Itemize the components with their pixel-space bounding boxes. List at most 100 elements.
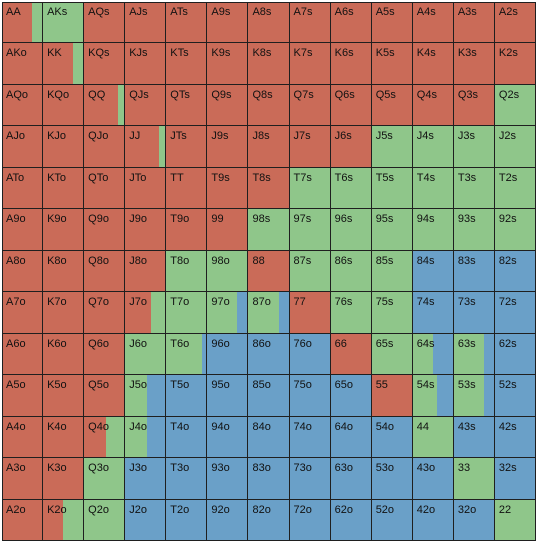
hand-cell[interactable]: J5s — [371, 126, 413, 168]
hand-cell[interactable]: 62s — [494, 333, 536, 376]
hand-cell[interactable]: 54s — [412, 375, 454, 417]
hand-cell[interactable]: J7o — [125, 292, 167, 334]
hand-cell[interactable]: 42s — [494, 416, 536, 459]
hand-cell[interactable]: 92o — [207, 499, 249, 541]
hand-cell[interactable]: 64o — [330, 416, 372, 459]
hand-cell[interactable]: 97o — [207, 292, 249, 334]
hand-cell[interactable]: 86s — [330, 250, 372, 293]
hand-cell[interactable]: T7o — [166, 292, 208, 334]
hand-cell[interactable]: AQs — [84, 2, 126, 44]
hand-cell[interactable]: K8s — [248, 43, 290, 85]
hand-cell[interactable]: 74s — [412, 292, 454, 334]
hand-cell[interactable]: 94o — [207, 416, 249, 459]
hand-cell[interactable]: AJs — [125, 2, 167, 44]
hand-cell[interactable]: K5s — [371, 43, 413, 85]
hand-cell[interactable]: Q3s — [453, 84, 495, 127]
hand-cell[interactable]: K6o — [43, 333, 85, 376]
hand-cell[interactable]: 72s — [494, 292, 536, 334]
hand-cell[interactable]: T8o — [166, 250, 208, 293]
hand-cell[interactable]: K7s — [289, 43, 331, 85]
hand-cell[interactable]: KK — [43, 43, 85, 85]
hand-cell[interactable]: 63s — [453, 333, 495, 376]
hand-cell[interactable]: Q4o — [84, 416, 126, 459]
hand-cell[interactable]: J8o — [125, 250, 167, 293]
hand-cell[interactable]: 44 — [412, 416, 454, 459]
hand-cell[interactable]: A9s — [207, 2, 249, 44]
hand-cell[interactable]: Q8s — [248, 84, 290, 127]
hand-cell[interactable]: JTs — [166, 126, 208, 168]
hand-cell[interactable]: 33 — [453, 458, 495, 500]
hand-cell[interactable]: T3o — [166, 458, 208, 500]
hand-cell[interactable]: J3o — [125, 458, 167, 500]
hand-cell[interactable]: 77 — [289, 292, 331, 334]
hand-cell[interactable]: 97s — [289, 209, 331, 251]
hand-cell[interactable]: Q6o — [84, 333, 126, 376]
hand-cell[interactable]: AKo — [2, 43, 44, 85]
hand-cell[interactable]: 82o — [248, 499, 290, 541]
hand-cell[interactable]: 94s — [412, 209, 454, 251]
hand-cell[interactable]: TT — [166, 167, 208, 210]
hand-cell[interactable]: 86o — [248, 333, 290, 376]
hand-cell[interactable]: JJ — [125, 126, 167, 168]
hand-cell[interactable]: T2s — [494, 167, 536, 210]
hand-cell[interactable]: K3o — [43, 458, 85, 500]
hand-cell[interactable]: QTs — [166, 84, 208, 127]
hand-cell[interactable]: 82s — [494, 250, 536, 293]
hand-cell[interactable]: 66 — [330, 333, 372, 376]
hand-cell[interactable]: ATs — [166, 2, 208, 44]
hand-cell[interactable]: 22 — [494, 499, 536, 541]
hand-cell[interactable]: 93o — [207, 458, 249, 500]
hand-cell[interactable]: 32o — [453, 499, 495, 541]
hand-cell[interactable]: 84o — [248, 416, 290, 459]
hand-cell[interactable]: 55 — [371, 375, 413, 417]
hand-cell[interactable]: K4o — [43, 416, 85, 459]
hand-cell[interactable]: K2o — [43, 499, 85, 541]
hand-cell[interactable]: A7o — [2, 292, 44, 334]
hand-cell[interactable]: 53o — [371, 458, 413, 500]
hand-cell[interactable]: 83s — [453, 250, 495, 293]
hand-cell[interactable]: KJo — [43, 126, 85, 168]
hand-cell[interactable]: 65s — [371, 333, 413, 376]
hand-cell[interactable]: J3s — [453, 126, 495, 168]
hand-cell[interactable]: 63o — [330, 458, 372, 500]
hand-cell[interactable]: A2o — [2, 499, 44, 541]
hand-cell[interactable]: JTo — [125, 167, 167, 210]
hand-cell[interactable]: A5s — [371, 2, 413, 44]
hand-cell[interactable]: A6o — [2, 333, 44, 376]
hand-cell[interactable]: J7s — [289, 126, 331, 168]
hand-cell[interactable]: 73s — [453, 292, 495, 334]
hand-cell[interactable]: K9s — [207, 43, 249, 85]
hand-cell[interactable]: J4o — [125, 416, 167, 459]
hand-cell[interactable]: 99 — [207, 209, 249, 251]
hand-cell[interactable]: A4s — [412, 2, 454, 44]
hand-cell[interactable]: J9o — [125, 209, 167, 251]
hand-cell[interactable]: 84s — [412, 250, 454, 293]
hand-cell[interactable]: 98s — [248, 209, 290, 251]
hand-cell[interactable]: Q5s — [371, 84, 413, 127]
hand-cell[interactable]: A3o — [2, 458, 44, 500]
hand-cell[interactable]: 43s — [453, 416, 495, 459]
hand-cell[interactable]: 87o — [248, 292, 290, 334]
hand-cell[interactable]: 76s — [330, 292, 372, 334]
hand-cell[interactable]: T9o — [166, 209, 208, 251]
hand-cell[interactable]: 87s — [289, 250, 331, 293]
hand-cell[interactable]: T6s — [330, 167, 372, 210]
hand-cell[interactable]: Q7o — [84, 292, 126, 334]
hand-cell[interactable]: KTs — [166, 43, 208, 85]
hand-cell[interactable]: 72o — [289, 499, 331, 541]
hand-cell[interactable]: K8o — [43, 250, 85, 293]
hand-cell[interactable]: QJs — [125, 84, 167, 127]
hand-cell[interactable]: Q4s — [412, 84, 454, 127]
hand-cell[interactable]: A5o — [2, 375, 44, 417]
hand-cell[interactable]: 42o — [412, 499, 454, 541]
hand-cell[interactable]: T2o — [166, 499, 208, 541]
hand-cell[interactable]: J4s — [412, 126, 454, 168]
hand-cell[interactable]: 43o — [412, 458, 454, 500]
hand-cell[interactable]: Q9o — [84, 209, 126, 251]
hand-cell[interactable]: 65o — [330, 375, 372, 417]
hand-cell[interactable]: AJo — [2, 126, 44, 168]
hand-cell[interactable]: K9o — [43, 209, 85, 251]
hand-cell[interactable]: 85s — [371, 250, 413, 293]
hand-cell[interactable]: QQ — [84, 84, 126, 127]
hand-cell[interactable]: AKs — [43, 2, 85, 44]
